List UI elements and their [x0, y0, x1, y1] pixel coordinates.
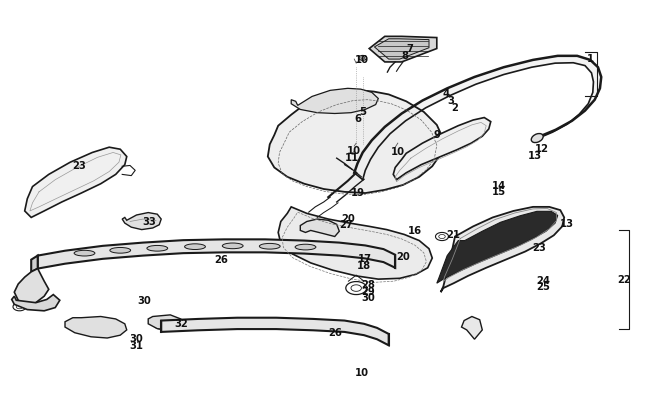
Text: 6: 6 — [355, 113, 361, 123]
Polygon shape — [393, 118, 491, 180]
Text: 13: 13 — [528, 151, 542, 160]
Text: 11: 11 — [344, 153, 359, 163]
Ellipse shape — [185, 244, 205, 250]
Polygon shape — [161, 318, 389, 345]
Text: 20: 20 — [341, 214, 356, 224]
Text: 5: 5 — [359, 107, 366, 117]
Text: 22: 22 — [617, 275, 631, 284]
Text: 12: 12 — [534, 144, 549, 154]
Polygon shape — [437, 212, 558, 284]
Text: 28: 28 — [361, 279, 375, 289]
Text: 10: 10 — [391, 147, 405, 157]
Text: 15: 15 — [492, 187, 506, 197]
Polygon shape — [38, 240, 395, 269]
Text: 10: 10 — [354, 367, 369, 377]
Ellipse shape — [259, 244, 280, 249]
Text: 26: 26 — [328, 327, 342, 337]
Polygon shape — [374, 40, 429, 60]
Text: 30: 30 — [361, 293, 375, 303]
Polygon shape — [354, 57, 601, 180]
Text: 9: 9 — [434, 130, 440, 139]
Text: 27: 27 — [339, 220, 354, 229]
Text: 4: 4 — [443, 89, 449, 99]
Text: 2: 2 — [452, 102, 458, 112]
Text: 13: 13 — [560, 219, 574, 228]
Text: 10: 10 — [346, 146, 361, 156]
Text: 25: 25 — [536, 282, 551, 292]
Text: 18: 18 — [357, 260, 371, 270]
Text: 10: 10 — [354, 55, 369, 65]
Text: 29: 29 — [361, 286, 375, 296]
Polygon shape — [291, 89, 378, 114]
Polygon shape — [25, 148, 127, 218]
Polygon shape — [14, 269, 49, 305]
Text: 16: 16 — [408, 225, 422, 235]
Text: 33: 33 — [142, 217, 157, 227]
Text: 17: 17 — [358, 254, 372, 263]
Polygon shape — [12, 295, 60, 311]
Polygon shape — [278, 207, 432, 279]
Polygon shape — [462, 317, 482, 339]
Ellipse shape — [147, 246, 168, 252]
Text: 30: 30 — [137, 296, 151, 305]
Text: 19: 19 — [350, 188, 365, 198]
Text: 31: 31 — [129, 340, 144, 350]
Text: 3: 3 — [447, 96, 454, 105]
Text: 20: 20 — [396, 251, 410, 261]
Polygon shape — [441, 207, 564, 292]
Polygon shape — [65, 317, 127, 338]
Text: 23: 23 — [72, 160, 86, 170]
Ellipse shape — [74, 251, 95, 256]
Text: 32: 32 — [174, 318, 188, 328]
Ellipse shape — [110, 248, 131, 254]
Text: 21: 21 — [447, 230, 461, 240]
Text: 14: 14 — [492, 181, 506, 190]
Text: 23: 23 — [532, 243, 547, 253]
Ellipse shape — [531, 134, 543, 143]
Polygon shape — [148, 315, 181, 330]
Text: 8: 8 — [402, 51, 408, 60]
Polygon shape — [268, 91, 443, 194]
Text: 24: 24 — [536, 275, 551, 285]
Polygon shape — [300, 220, 339, 237]
Text: 7: 7 — [406, 44, 413, 53]
Text: 30: 30 — [129, 333, 144, 343]
Ellipse shape — [295, 245, 316, 250]
Polygon shape — [122, 213, 161, 230]
Ellipse shape — [222, 243, 243, 249]
Polygon shape — [369, 37, 437, 63]
Polygon shape — [31, 256, 38, 272]
Text: 26: 26 — [214, 254, 228, 264]
Text: 1: 1 — [587, 54, 593, 64]
